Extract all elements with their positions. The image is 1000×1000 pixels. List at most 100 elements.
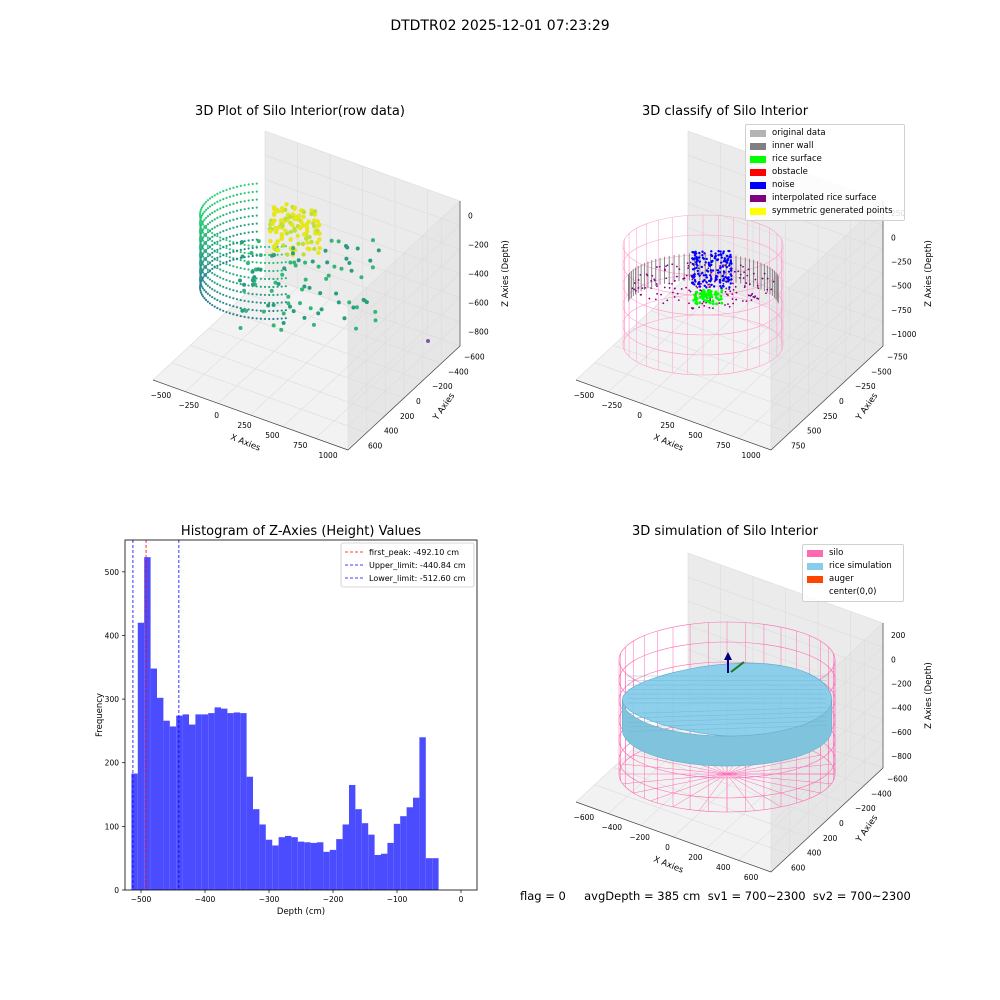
raw-point xyxy=(238,278,243,283)
classify-point xyxy=(696,269,699,273)
auger-arrow xyxy=(730,661,745,673)
raw-point xyxy=(268,238,273,244)
classify-point xyxy=(712,307,714,309)
classify-point xyxy=(693,252,696,255)
classify-point xyxy=(703,252,706,255)
legend-label: silo xyxy=(829,548,844,558)
classify-point xyxy=(761,277,764,280)
classify-point xyxy=(726,261,729,264)
raw-point xyxy=(222,238,225,241)
raw-point xyxy=(275,247,281,253)
raw-point xyxy=(222,262,225,265)
raw-point xyxy=(301,232,307,237)
classify-x-tick-label: 750 xyxy=(716,441,731,450)
raw-point xyxy=(310,259,315,264)
raw-point xyxy=(273,229,279,235)
classify-point xyxy=(653,279,656,282)
raw-point xyxy=(219,292,222,295)
classify-point xyxy=(672,291,674,294)
raw-point xyxy=(222,230,225,233)
raw-point xyxy=(213,289,216,292)
raw-point xyxy=(200,256,203,259)
classify-point xyxy=(745,300,748,303)
raw-point xyxy=(271,323,276,328)
raw-point xyxy=(208,302,212,305)
raw-point xyxy=(243,208,246,211)
raw-point xyxy=(251,214,254,218)
classify-point xyxy=(709,290,713,293)
raw-point xyxy=(203,281,206,284)
classify-point xyxy=(703,278,706,282)
simulation-z-tick-label: 200 xyxy=(891,631,906,640)
raw-point xyxy=(203,234,206,237)
raw-y-axis xyxy=(347,345,461,451)
raw-point xyxy=(232,218,235,221)
classify-point xyxy=(648,297,651,300)
raw-point xyxy=(219,268,222,271)
classify-point xyxy=(691,250,694,254)
raw-point xyxy=(307,234,312,240)
silo-floor-line xyxy=(650,773,728,802)
classify-point xyxy=(645,273,648,276)
raw-point xyxy=(251,254,254,258)
legend-swatch xyxy=(750,156,766,163)
raw-point xyxy=(239,274,242,278)
raw-point xyxy=(222,246,225,249)
raw-point xyxy=(284,261,287,264)
classify-point xyxy=(641,287,644,290)
raw-point xyxy=(255,182,258,185)
raw-point xyxy=(279,236,284,242)
raw-point xyxy=(251,222,254,226)
classify-point xyxy=(750,299,753,301)
classify-point xyxy=(737,270,740,273)
legend-label: Lower_limit: -512.60 cm xyxy=(369,574,466,583)
y-tick-label: 300 xyxy=(105,695,120,704)
raw-point xyxy=(232,194,235,197)
classify-point xyxy=(699,289,702,291)
raw-point xyxy=(332,264,337,269)
raw-point xyxy=(225,286,228,290)
raw-point xyxy=(283,216,288,221)
raw-point xyxy=(206,244,209,247)
classify-point xyxy=(656,285,658,287)
classify-z-axis-label: Z Axies (Depth) xyxy=(924,240,934,307)
raw-point xyxy=(228,304,231,307)
legend-swatch xyxy=(750,169,766,176)
classify-point xyxy=(698,260,701,263)
histogram-bar xyxy=(208,713,215,890)
histogram-bar xyxy=(413,797,420,890)
raw-point xyxy=(251,190,254,194)
classify-point xyxy=(660,293,662,296)
raw-point xyxy=(213,297,216,300)
raw-point xyxy=(239,266,242,270)
legend-swatch xyxy=(807,576,823,583)
classify-point xyxy=(719,264,721,267)
raw-point xyxy=(199,218,202,221)
raw-point xyxy=(228,251,232,254)
raw-point xyxy=(198,269,202,273)
classify-point xyxy=(720,256,723,259)
raw-point xyxy=(239,258,242,262)
simulation-y-tick-label: −200 xyxy=(855,804,876,813)
classify-legend-item: inner wall xyxy=(750,140,900,153)
classify-point xyxy=(693,253,697,257)
classify-point xyxy=(730,262,733,265)
legend-swatch xyxy=(750,195,766,202)
raw-point xyxy=(232,226,235,229)
raw-point xyxy=(280,277,283,280)
classify-point xyxy=(729,253,732,257)
classify-point xyxy=(772,280,775,283)
raw-point xyxy=(288,237,293,242)
classify-point xyxy=(722,273,725,275)
raw-point xyxy=(290,212,296,217)
raw-point xyxy=(259,293,262,296)
raw-y-tick-label: −600 xyxy=(464,352,485,361)
raw-grid-line xyxy=(264,275,461,347)
raw-point xyxy=(216,224,219,227)
raw-point xyxy=(232,234,235,237)
y-tick-label: 100 xyxy=(105,822,120,831)
raw-point xyxy=(235,241,239,244)
raw-point xyxy=(203,250,206,253)
raw-point xyxy=(247,284,250,287)
classify-legend-item: original data xyxy=(750,127,900,140)
